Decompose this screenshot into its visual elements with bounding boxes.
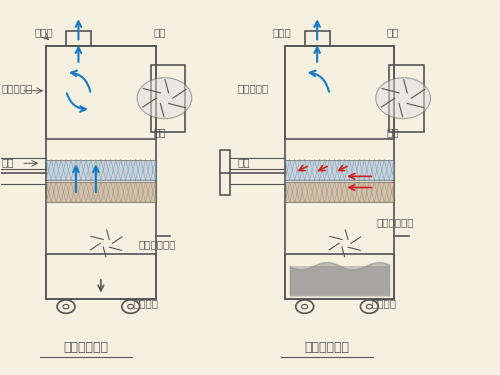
- Bar: [285, 160, 394, 180]
- Bar: [46, 46, 156, 299]
- Bar: [285, 46, 394, 299]
- Text: 集尘抽屉: 集尘抽屉: [133, 298, 158, 309]
- Bar: [46, 46, 156, 139]
- Bar: [285, 182, 394, 203]
- Text: 滤筒: 滤筒: [386, 128, 399, 137]
- Bar: [46, 182, 156, 203]
- Bar: [290, 266, 389, 296]
- Bar: [46, 255, 156, 299]
- Text: 洁净空气室: 洁净空气室: [2, 83, 32, 93]
- Text: 滤筒: 滤筒: [153, 128, 166, 137]
- Text: 洁净空气室: 洁净空气室: [238, 83, 269, 93]
- Text: 含尘空气入口: 含尘空气入口: [138, 239, 175, 249]
- Text: 气包: 气包: [238, 157, 250, 167]
- Text: 排风口: 排风口: [34, 27, 53, 37]
- Text: 风机: 风机: [386, 27, 399, 37]
- Bar: [150, 64, 186, 132]
- Circle shape: [376, 78, 430, 118]
- Text: 气包: 气包: [2, 157, 14, 167]
- Bar: [285, 46, 394, 139]
- Circle shape: [137, 78, 192, 118]
- Bar: [285, 255, 394, 299]
- Bar: [304, 31, 330, 46]
- Text: 反吹运行示意: 反吹运行示意: [304, 341, 350, 354]
- Text: 风机: 风机: [153, 27, 166, 37]
- Text: 含尘空气入口: 含尘空气入口: [377, 217, 414, 227]
- Bar: [220, 150, 230, 195]
- Text: 集尘抽屉: 集尘抽屉: [372, 298, 397, 309]
- Bar: [46, 160, 156, 180]
- Text: 排风口: 排风口: [273, 27, 291, 37]
- Bar: [66, 31, 91, 46]
- Text: 正常运行示意: 正常运行示意: [64, 341, 108, 354]
- Bar: [389, 64, 424, 132]
